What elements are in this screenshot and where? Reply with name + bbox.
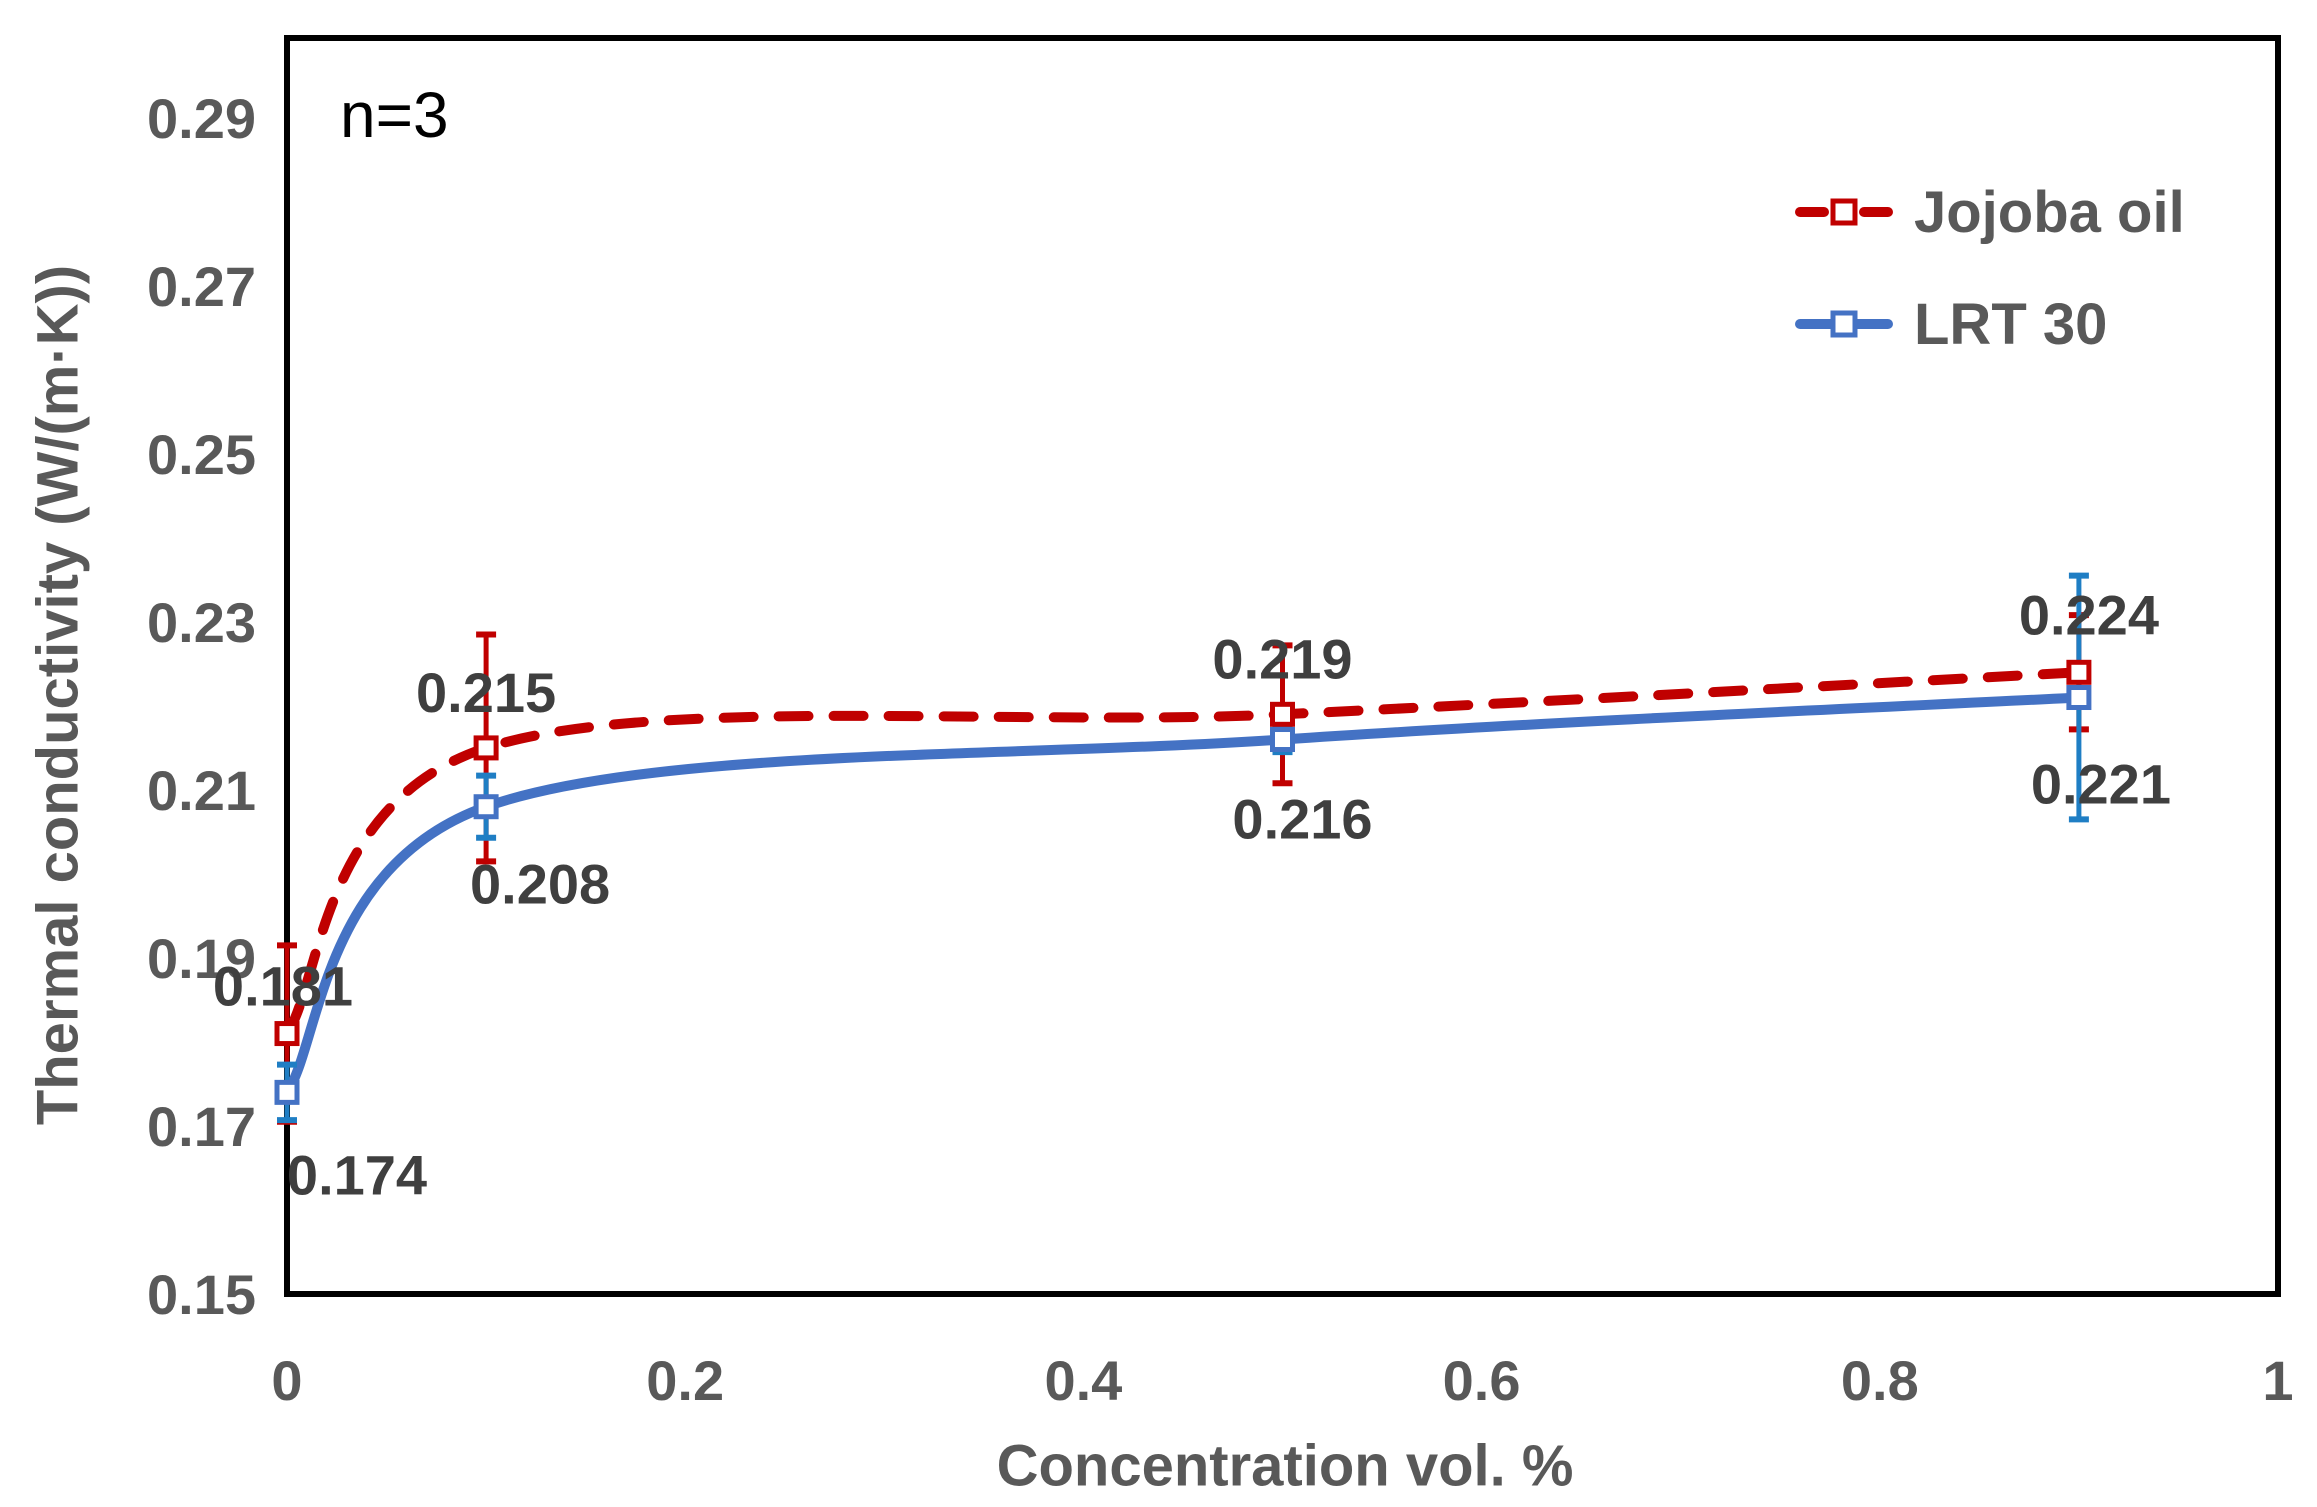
y-axis-title: Thermal conductivity (W/(m·K)) bbox=[25, 264, 91, 1126]
series-line-0 bbox=[282, 667, 2084, 1039]
marker-1-3 bbox=[2066, 685, 2092, 711]
data-label-1-0: 0.174 bbox=[287, 1143, 427, 1206]
data-label-0-2: 0.219 bbox=[1212, 627, 1352, 690]
y-tick-label: 0.15 bbox=[147, 1263, 256, 1326]
series-line-1 bbox=[282, 692, 2084, 1098]
y-tick-label: 0.27 bbox=[147, 255, 256, 318]
marker-0-0 bbox=[274, 1021, 300, 1047]
y-tick-label: 0.21 bbox=[147, 759, 256, 822]
x-tick-label: 0.6 bbox=[1443, 1349, 1521, 1412]
marker-0-1 bbox=[473, 735, 499, 761]
y-tick-label: 0.23 bbox=[147, 591, 256, 654]
y-tick-label: 0.29 bbox=[147, 87, 256, 150]
y-tick-label: 0.25 bbox=[147, 423, 256, 486]
marker-1-0 bbox=[274, 1079, 300, 1105]
plot-border bbox=[284, 35, 2281, 1297]
legend: Jojoba oil LRT 30 bbox=[1792, 160, 2185, 376]
y-tick-label: 0.19 bbox=[147, 927, 256, 990]
x-tick-label: 0.4 bbox=[1044, 1349, 1122, 1412]
data-label-0-0: 0.181 bbox=[213, 955, 353, 1018]
data-label-1-1: 0.208 bbox=[470, 853, 610, 916]
data-label-1-2: 0.216 bbox=[1232, 788, 1372, 851]
data-label-0-3: 0.224 bbox=[2019, 583, 2159, 646]
marker-1-1 bbox=[473, 794, 499, 820]
annotation-n: n=3 bbox=[340, 79, 449, 151]
legend-swatch-lrt-30-icon bbox=[1795, 310, 1893, 338]
legend-item-jojoba-oil: Jojoba oil bbox=[1792, 160, 2185, 264]
x-tick-label: 1 bbox=[2262, 1349, 2293, 1412]
legend-label-jojoba-oil: Jojoba oil bbox=[1914, 179, 2185, 245]
x-tick-label: 0.2 bbox=[646, 1349, 724, 1412]
y-tick-label: 0.17 bbox=[147, 1095, 256, 1158]
legend-swatch-jojoba-oil-icon bbox=[1795, 198, 1893, 226]
legend-label-lrt-30: LRT 30 bbox=[1914, 291, 2108, 357]
x-axis-title: Concentration vol. % bbox=[996, 1433, 1574, 1499]
x-tick-label: 0.8 bbox=[1841, 1349, 1919, 1412]
x-tick-label: 0 bbox=[271, 1349, 302, 1412]
legend-item-lrt-30: LRT 30 bbox=[1792, 272, 2185, 376]
data-label-1-3: 0.221 bbox=[2031, 753, 2171, 816]
data-label-0-1: 0.215 bbox=[416, 661, 556, 724]
marker-1-2 bbox=[1270, 727, 1295, 753]
marker-0-3 bbox=[2066, 659, 2092, 685]
marker-0-2 bbox=[1270, 701, 1295, 727]
